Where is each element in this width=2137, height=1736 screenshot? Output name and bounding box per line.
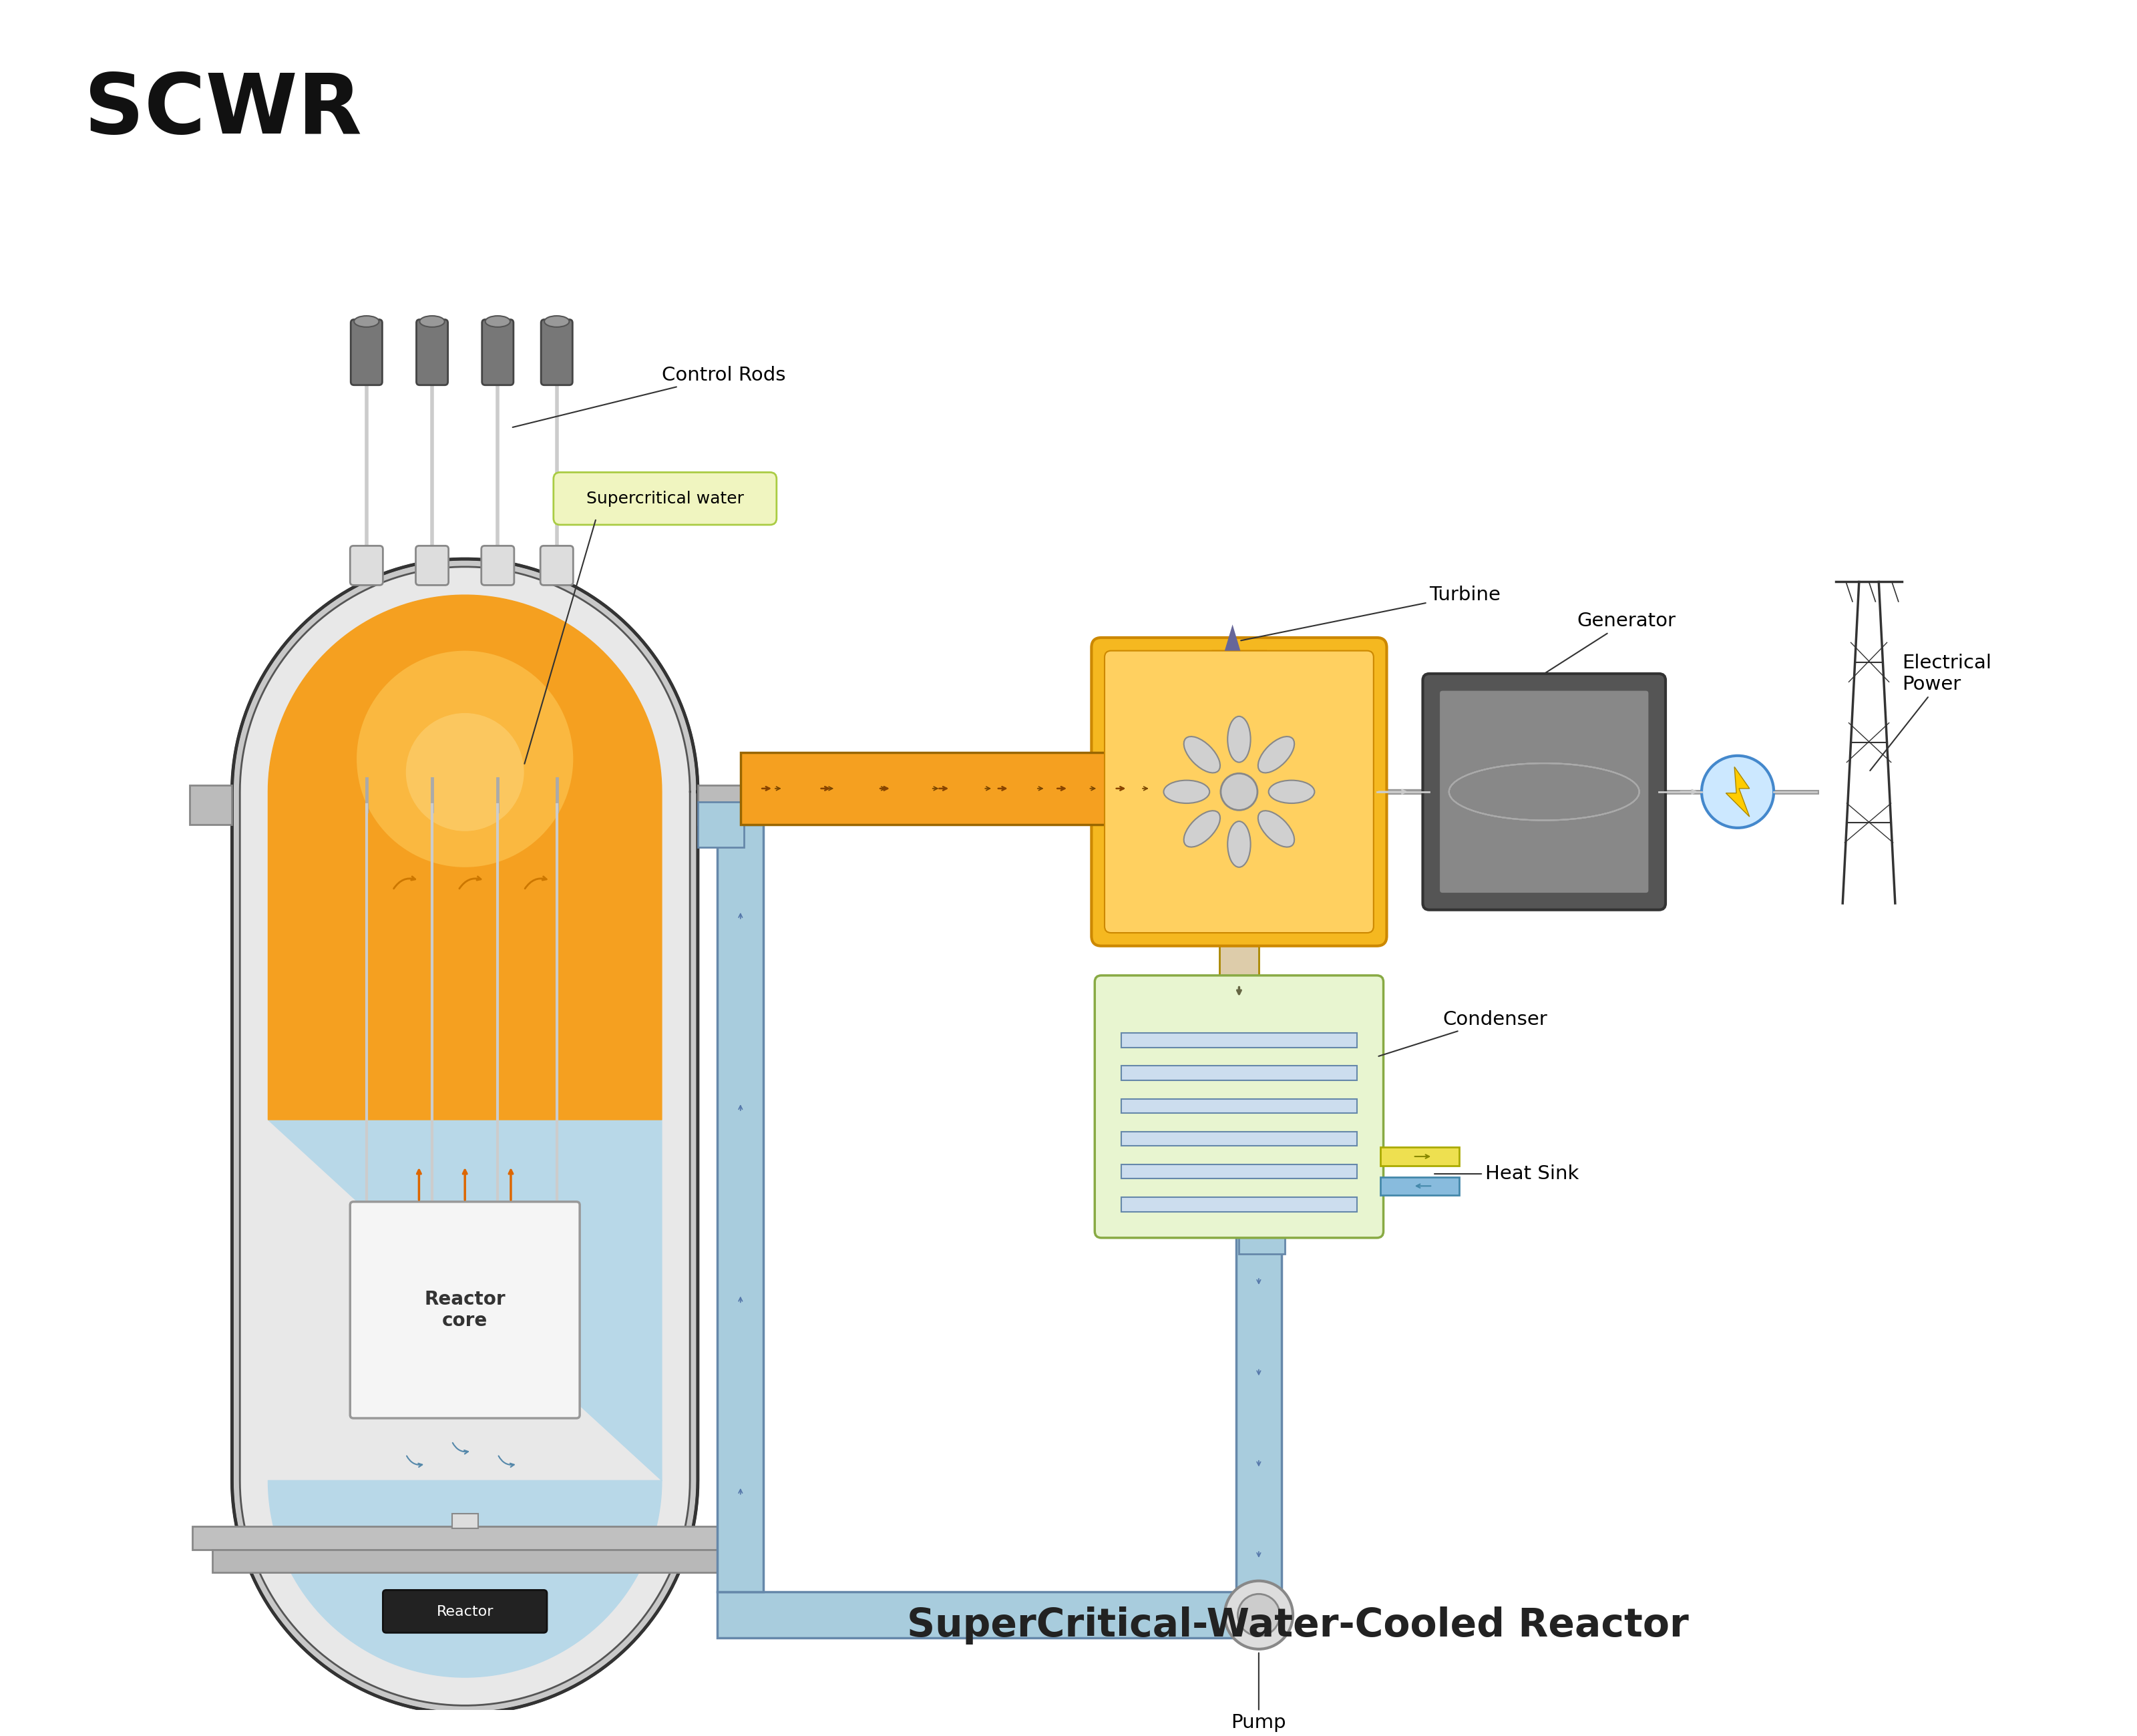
FancyBboxPatch shape — [350, 1201, 579, 1418]
Ellipse shape — [1165, 779, 1210, 804]
FancyBboxPatch shape — [350, 319, 383, 385]
Ellipse shape — [1227, 821, 1250, 868]
Ellipse shape — [545, 316, 568, 326]
Ellipse shape — [1259, 811, 1295, 847]
FancyBboxPatch shape — [481, 545, 515, 585]
Polygon shape — [1225, 625, 1239, 651]
Text: Reactor
core: Reactor core — [425, 1290, 506, 1330]
FancyBboxPatch shape — [350, 545, 383, 585]
Bar — [1235, 1231, 1282, 1595]
FancyBboxPatch shape — [541, 545, 573, 585]
Bar — [739, 752, 1154, 825]
Bar — [190, 785, 233, 825]
Polygon shape — [1727, 767, 1750, 816]
Polygon shape — [267, 595, 662, 1120]
FancyBboxPatch shape — [1438, 691, 1650, 894]
Bar — [1122, 1132, 1357, 1146]
Bar — [1128, 752, 1269, 825]
Polygon shape — [267, 1120, 662, 1677]
Bar — [212, 1550, 718, 1573]
Circle shape — [1220, 774, 1257, 811]
FancyBboxPatch shape — [483, 319, 513, 385]
Text: Supercritical water: Supercritical water — [586, 491, 744, 507]
Bar — [1122, 1066, 1357, 1080]
Ellipse shape — [419, 316, 444, 326]
Bar — [1122, 1099, 1357, 1113]
Bar — [699, 785, 739, 825]
Bar — [1381, 1177, 1460, 1194]
Ellipse shape — [485, 316, 511, 326]
Bar — [1239, 1208, 1284, 1253]
FancyBboxPatch shape — [383, 1590, 547, 1632]
Bar — [718, 1592, 1259, 1639]
Text: Condenser: Condenser — [1378, 1010, 1547, 1055]
FancyBboxPatch shape — [417, 545, 449, 585]
Ellipse shape — [1259, 736, 1295, 773]
FancyBboxPatch shape — [1423, 674, 1665, 910]
Text: Reactor: Reactor — [436, 1606, 494, 1618]
FancyBboxPatch shape — [417, 319, 449, 385]
Bar — [699, 802, 744, 847]
Bar — [1214, 651, 1265, 755]
Circle shape — [1225, 1581, 1293, 1649]
Text: Pump: Pump — [1231, 1653, 1286, 1733]
Text: Heat Sink: Heat Sink — [1434, 1165, 1579, 1184]
Text: Generator: Generator — [1545, 611, 1675, 674]
Text: SuperCritical-Water-Cooled Reactor: SuperCritical-Water-Cooled Reactor — [908, 1606, 1688, 1644]
Text: SCWR: SCWR — [83, 69, 361, 151]
Ellipse shape — [355, 316, 378, 326]
Bar — [1122, 1198, 1357, 1212]
Polygon shape — [233, 559, 699, 1713]
FancyBboxPatch shape — [553, 472, 776, 524]
Ellipse shape — [1184, 736, 1220, 773]
Ellipse shape — [1184, 811, 1220, 847]
FancyBboxPatch shape — [1094, 976, 1383, 1238]
FancyBboxPatch shape — [541, 319, 573, 385]
Bar — [1381, 1147, 1460, 1165]
Circle shape — [406, 713, 524, 832]
Bar — [451, 1514, 479, 1528]
Bar — [718, 825, 763, 1592]
FancyBboxPatch shape — [1092, 637, 1387, 946]
Text: Turbine: Turbine — [1242, 585, 1500, 641]
Ellipse shape — [1269, 779, 1314, 804]
Text: Electrical
Power: Electrical Power — [1870, 653, 1992, 771]
Bar — [1220, 936, 1259, 979]
Circle shape — [1701, 755, 1774, 828]
Text: Control Rods: Control Rods — [513, 366, 786, 427]
FancyBboxPatch shape — [1105, 651, 1374, 932]
Polygon shape — [239, 568, 690, 1705]
Ellipse shape — [1227, 717, 1250, 762]
Circle shape — [1237, 1594, 1280, 1635]
Bar — [192, 1526, 737, 1550]
Circle shape — [357, 651, 573, 868]
Bar — [1122, 1165, 1357, 1179]
Bar — [1122, 1033, 1357, 1047]
